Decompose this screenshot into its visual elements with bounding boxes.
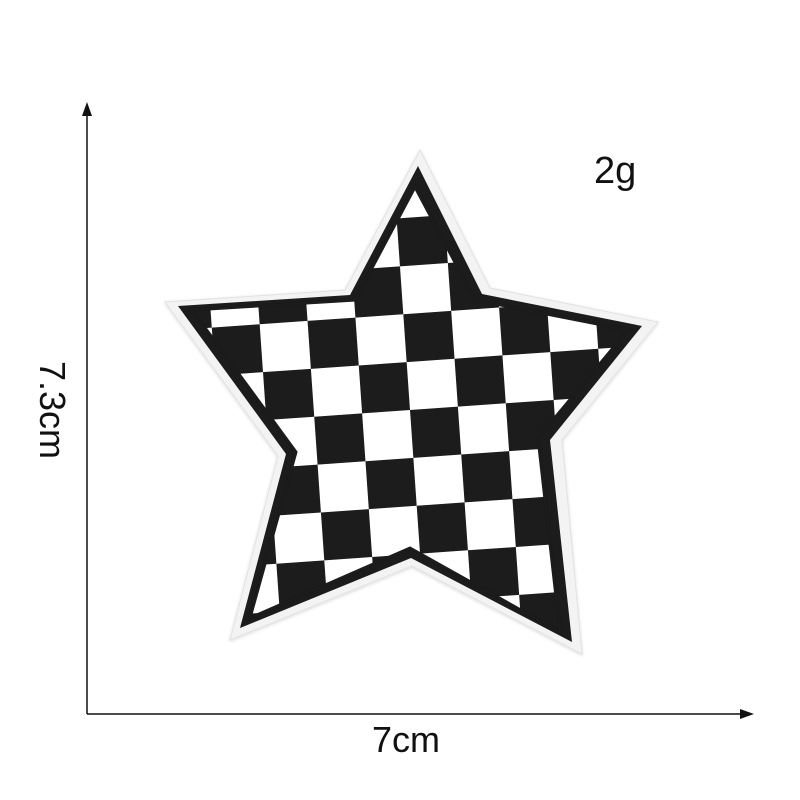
- checker-square: [622, 681, 673, 732]
- checker-square: [307, 317, 359, 369]
- checker-square: [403, 310, 455, 363]
- checker-square: [684, 195, 735, 246]
- checker-square: [300, 221, 353, 274]
- checker-square: [187, 663, 238, 714]
- checker-square: [543, 252, 595, 305]
- vertical-axis: [82, 102, 92, 714]
- checker-square: [423, 598, 475, 632]
- checker-square: [475, 643, 526, 694]
- checker-square: [116, 331, 167, 382]
- checker-square: [192, 375, 219, 427]
- checker-square: [294, 126, 345, 177]
- checker-square: [198, 133, 249, 184]
- checker-square: [646, 342, 697, 393]
- checker-square: [467, 546, 520, 599]
- width-dimension-label: 7cm: [372, 719, 441, 760]
- right-arrow-icon: [740, 709, 754, 719]
- checker-square: [697, 387, 748, 438]
- checker-square: [691, 291, 742, 342]
- checker-square: [320, 509, 373, 561]
- checker-square: [416, 502, 468, 554]
- star-patch: [103, 99, 762, 765]
- checker-square: [677, 99, 728, 150]
- checker-square: [601, 393, 628, 445]
- checker-square: [653, 438, 704, 489]
- checker-square: [608, 489, 628, 541]
- checker-square: [486, 113, 537, 164]
- checker-square: [136, 618, 187, 669]
- checker-square: [358, 362, 410, 414]
- checker-square: [365, 457, 417, 510]
- checker-square: [263, 368, 315, 421]
- checker-square: [205, 228, 257, 280]
- checker-square: [192, 471, 226, 523]
- height-dimension-label: 7.3cm: [32, 360, 73, 460]
- checker-square: [639, 246, 690, 297]
- checker-square: [327, 604, 379, 632]
- checker-square: [249, 187, 301, 229]
- checker-square: [379, 649, 430, 700]
- checker-square: [588, 201, 628, 253]
- checker-square: [314, 413, 366, 465]
- checker-square: [711, 578, 762, 629]
- checker-square: [526, 687, 577, 738]
- checker-square: [666, 629, 717, 680]
- checker-square: [492, 208, 544, 260]
- checker-square: [536, 187, 589, 209]
- checker-square: [633, 150, 684, 201]
- checker-square: [109, 235, 160, 286]
- checker-square: [123, 427, 174, 478]
- checker-square: [396, 215, 448, 267]
- checker-square: [129, 523, 180, 574]
- checker-square: [614, 584, 628, 632]
- checker-square: [143, 714, 194, 765]
- checker-square: [192, 567, 232, 619]
- weight-label: 2g: [594, 150, 637, 192]
- checker-square: [454, 355, 506, 407]
- checker-square: [239, 707, 290, 758]
- checker-square: [704, 482, 755, 533]
- up-arrow-icon: [82, 102, 92, 116]
- checker-square: [103, 139, 154, 190]
- checker-square: [283, 656, 334, 707]
- checker-square: [499, 304, 551, 356]
- checker-square: [192, 187, 206, 236]
- checker-square: [659, 534, 710, 585]
- checker-square: [410, 406, 462, 458]
- horizontal-axis: [87, 709, 754, 719]
- checker-square: [461, 451, 513, 503]
